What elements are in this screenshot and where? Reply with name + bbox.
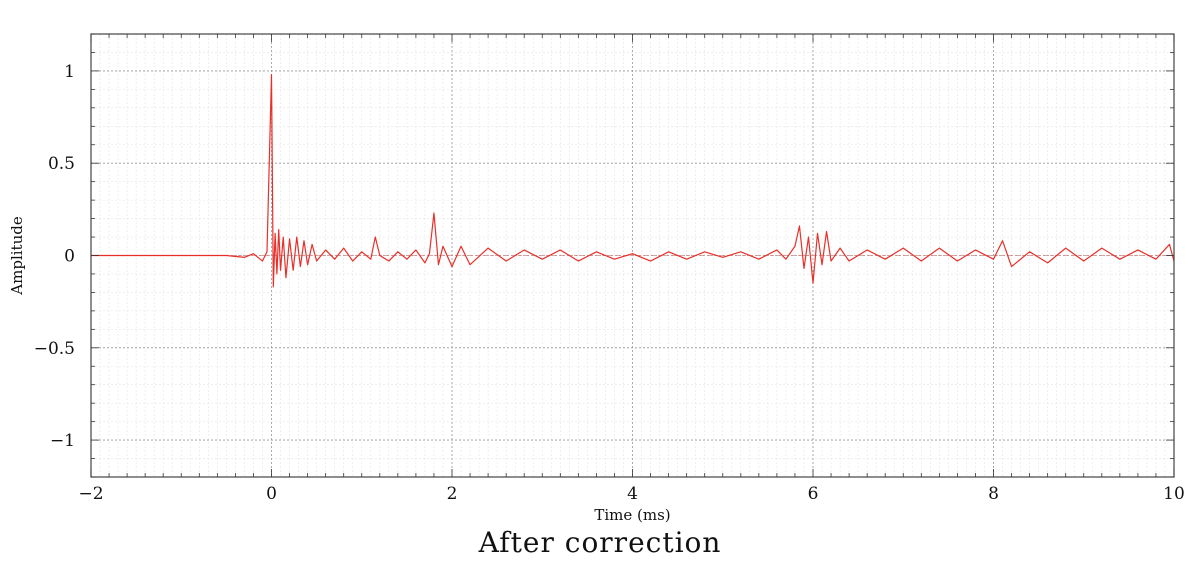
series-group <box>91 74 1175 288</box>
x-tick-label: 4 <box>627 484 638 504</box>
x-tick-label: 8 <box>988 484 999 504</box>
figure-caption: After correction <box>478 526 722 559</box>
x-tick-label: 6 <box>808 484 819 504</box>
axis-ticks <box>90 33 1175 478</box>
y-tick-label: −1 <box>50 431 75 451</box>
series-line <box>91 74 1175 288</box>
x-tick-label: 2 <box>447 484 458 504</box>
x-tick-label: 10 <box>1163 484 1185 504</box>
x-tick-labels: −2 0 2 4 6 8 10 <box>78 484 1184 504</box>
x-tick-label: 0 <box>266 484 277 504</box>
y-tick-label: −0.5 <box>34 339 75 359</box>
y-tick-label: 1 <box>64 62 75 82</box>
x-axis-label: Time (ms) <box>594 506 670 524</box>
y-axis-label: Amplitude <box>8 216 26 296</box>
y-tick-label: 0.5 <box>48 154 75 174</box>
y-tick-label: 0 <box>64 247 75 267</box>
y-tick-labels: −1 −0.5 0 0.5 1 <box>34 62 75 451</box>
x-tick-label: −2 <box>78 484 103 504</box>
